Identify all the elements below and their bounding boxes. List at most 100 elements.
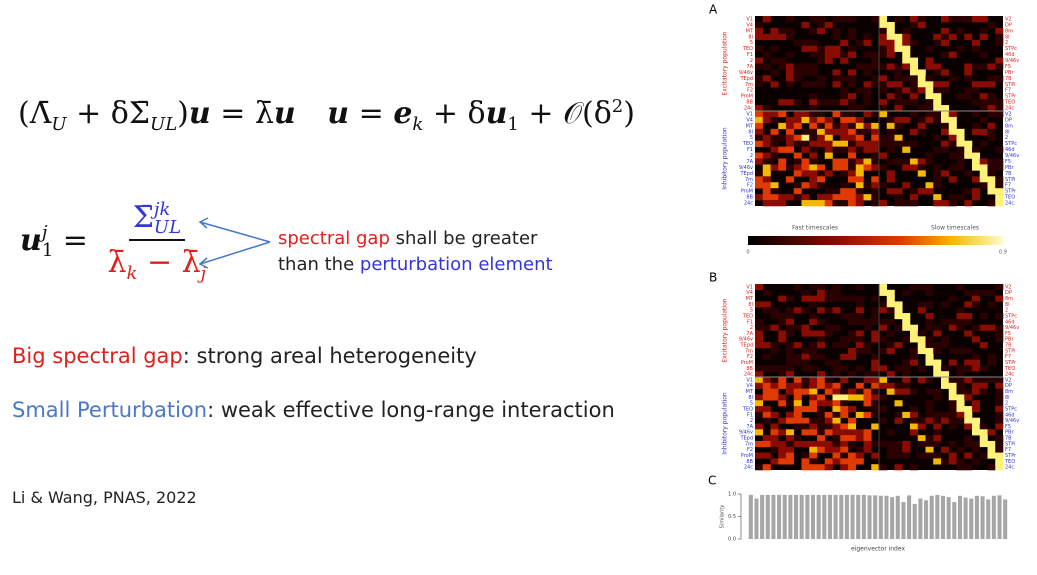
row-label: 2 [750, 418, 753, 424]
heatmap-cell [817, 116, 826, 124]
heatmap-cell [778, 194, 787, 201]
row-label: 9/46v [739, 165, 753, 171]
eq-part: 1 [507, 114, 519, 135]
heatmap-cell [948, 152, 957, 159]
heatmap-cell [956, 406, 965, 413]
group-label: Excitatory population [722, 298, 729, 362]
heatmap-cell [933, 324, 942, 331]
heatmap-cell [964, 365, 973, 372]
heatmap-cell [755, 176, 764, 183]
row-label: 5 [750, 135, 753, 141]
eq-part: u [273, 96, 296, 131]
heatmap-cell [941, 69, 950, 76]
heatmap-cell [941, 170, 950, 177]
heatmap-cell [871, 400, 880, 407]
heatmap-cell [956, 382, 965, 389]
heatmap-cell [879, 75, 888, 82]
heatmap-cell [956, 411, 965, 418]
heatmap-cell [902, 313, 911, 320]
heatmap-cell [987, 452, 996, 459]
heatmap-cell [879, 21, 888, 29]
heatmap-cell [755, 301, 764, 308]
heatmap-cell [770, 33, 779, 41]
heatmap-cell [941, 458, 950, 465]
heatmap-cell [933, 365, 942, 372]
heatmap-cell [817, 164, 826, 171]
heatmap-cell [910, 21, 919, 29]
heatmap-cell [786, 313, 795, 320]
heatmap-cell [793, 75, 802, 82]
heatmap-cell [801, 289, 810, 296]
heatmap-cell [809, 63, 818, 70]
row-label: 5 [750, 308, 753, 314]
heatmap-cell [948, 295, 957, 302]
row-label: F5 [1005, 64, 1011, 70]
heatmap-cell [987, 134, 996, 141]
heatmap-cell [979, 289, 988, 296]
fraction: Σ̄ jk UL λ̄k − λ̄j [103, 200, 210, 284]
row-label: STPc [1005, 313, 1017, 319]
heatmap-cell [848, 440, 857, 448]
heatmap-cell [972, 359, 981, 366]
heatmap-cell [755, 394, 764, 401]
heatmap-cell [855, 295, 864, 302]
heatmap-cell [793, 400, 802, 407]
heatmap-cell [871, 75, 880, 82]
heatmap-cell [917, 417, 926, 424]
heatmap-cell [848, 353, 857, 360]
heatmap-cell [801, 111, 810, 118]
heatmap-cell [848, 128, 857, 136]
heatmap-cell [755, 182, 764, 189]
heatmap-cell [979, 342, 988, 349]
heatmap-cell [786, 295, 795, 302]
heatmap-cell [933, 111, 942, 118]
row-label: V4 [746, 22, 753, 28]
heatmap-cell [824, 57, 833, 64]
heatmap-cell [755, 342, 764, 349]
heatmap-cell [979, 182, 988, 189]
heatmap-cell [848, 81, 857, 88]
row-label: TEO [1004, 195, 1015, 201]
heatmap-cell [762, 16, 771, 23]
heatmap-cell [793, 435, 802, 442]
heatmap-cell [902, 63, 911, 70]
heatmap-cell [979, 170, 988, 177]
heatmap-cell [987, 429, 996, 436]
heatmap-cell [972, 377, 981, 384]
heatmap-cell [933, 194, 942, 201]
row-label: V2 [1005, 377, 1012, 383]
eq-part: + δ [423, 96, 486, 131]
heatmap-cell [956, 464, 965, 471]
heatmap-cell [886, 318, 895, 325]
heatmap-cell [879, 87, 888, 94]
heatmap-cell [809, 152, 818, 159]
heatmap-cell [840, 458, 849, 465]
eq-part: UL [150, 114, 178, 135]
heatmap-cell [817, 45, 826, 52]
heatmap-cell [824, 51, 833, 58]
heatmap-cell [917, 188, 926, 195]
heatmap-cell [848, 313, 857, 320]
heatmap-cell [817, 182, 826, 189]
eq-part: = [53, 223, 98, 258]
heatmap-cell [956, 307, 965, 314]
heatmap-cell [809, 406, 818, 413]
heatmap-cell [933, 116, 942, 124]
heatmap-cell [755, 284, 764, 291]
heatmap-cell [778, 318, 787, 325]
heatmap-cell [941, 446, 950, 453]
heatmap-cell [755, 170, 764, 177]
heatmap-cell [979, 105, 988, 112]
heatmap-cell [910, 359, 919, 366]
heatmap-cell [910, 158, 919, 165]
heatmap-cell [987, 289, 996, 296]
heatmap-cell [948, 347, 957, 355]
heatmap-cell [778, 400, 787, 407]
heatmap-cell [863, 324, 872, 331]
heatmap-cell [894, 75, 903, 82]
heatmap-cell [933, 347, 942, 355]
heatmap-cell [894, 440, 903, 448]
row-label: 9/46v [739, 70, 753, 76]
heatmap-cell [894, 452, 903, 459]
row-label: 2 [750, 153, 753, 159]
